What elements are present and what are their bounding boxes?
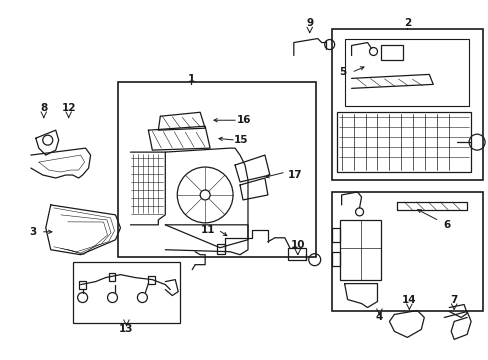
Text: 14: 14 (401, 294, 416, 305)
Text: 4: 4 (375, 312, 383, 323)
Text: 13: 13 (119, 324, 133, 334)
Text: 12: 12 (61, 103, 76, 113)
Bar (287, 248, 305, 260)
Bar (381, 45, 403, 60)
Text: 10: 10 (290, 240, 305, 250)
Text: 9: 9 (305, 18, 313, 28)
Text: 11: 11 (201, 225, 215, 235)
Bar (331, 228, 339, 242)
Text: 7: 7 (449, 294, 457, 305)
Bar (331, 192, 482, 311)
Text: 8: 8 (40, 103, 47, 113)
Bar (331, 252, 339, 266)
Text: 15: 15 (233, 135, 248, 145)
Text: 6: 6 (443, 220, 450, 230)
Text: 3: 3 (29, 227, 37, 237)
Text: 16: 16 (236, 115, 251, 125)
Bar (148, 276, 155, 284)
Bar (108, 273, 115, 280)
Bar (336, 112, 470, 172)
Bar (217, 244, 224, 254)
Bar (73, 262, 180, 323)
Text: 17: 17 (287, 170, 302, 180)
Bar (79, 280, 85, 289)
Text: 2: 2 (403, 18, 410, 28)
Text: 5: 5 (338, 67, 346, 77)
Bar (118, 82, 315, 257)
Bar (339, 220, 381, 280)
Bar (331, 28, 482, 180)
Bar (344, 39, 468, 106)
Text: 1: 1 (187, 75, 194, 84)
